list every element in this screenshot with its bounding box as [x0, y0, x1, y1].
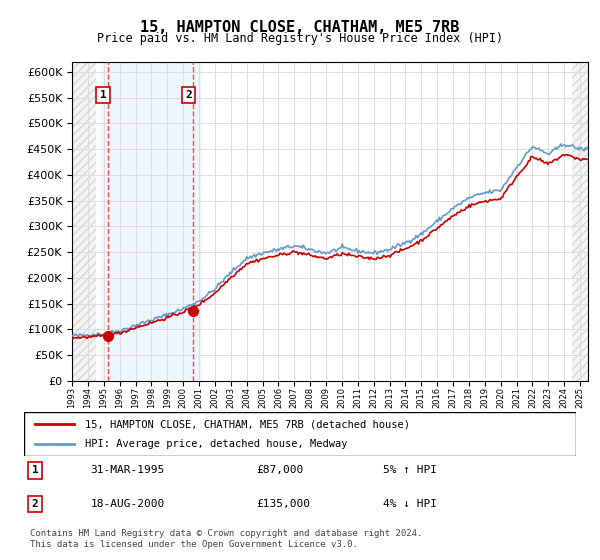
Text: 2: 2 [185, 90, 192, 100]
Bar [572, 62, 588, 381]
Text: 31-MAR-1995: 31-MAR-1995 [90, 465, 164, 475]
Text: 15, HAMPTON CLOSE, CHATHAM, ME5 7RB (detached house): 15, HAMPTON CLOSE, CHATHAM, ME5 7RB (det… [85, 419, 410, 429]
Bar [101, 62, 202, 381]
Text: 5% ↑ HPI: 5% ↑ HPI [383, 465, 437, 475]
Text: HPI: Average price, detached house, Medway: HPI: Average price, detached house, Medw… [85, 439, 347, 449]
Text: Price paid vs. HM Land Registry's House Price Index (HPI): Price paid vs. HM Land Registry's House … [97, 32, 503, 45]
Text: 4% ↓ HPI: 4% ↓ HPI [383, 499, 437, 509]
Text: 18-AUG-2000: 18-AUG-2000 [90, 499, 164, 509]
Text: 2: 2 [32, 499, 38, 509]
Text: Contains HM Land Registry data © Crown copyright and database right 2024.
This d: Contains HM Land Registry data © Crown c… [30, 529, 422, 549]
Bar [72, 62, 96, 381]
Text: 15, HAMPTON CLOSE, CHATHAM, ME5 7RB: 15, HAMPTON CLOSE, CHATHAM, ME5 7RB [140, 20, 460, 35]
Text: 1: 1 [32, 465, 38, 475]
FancyBboxPatch shape [24, 412, 576, 456]
Text: £87,000: £87,000 [256, 465, 303, 475]
Text: £135,000: £135,000 [256, 499, 310, 509]
Text: 1: 1 [100, 90, 106, 100]
